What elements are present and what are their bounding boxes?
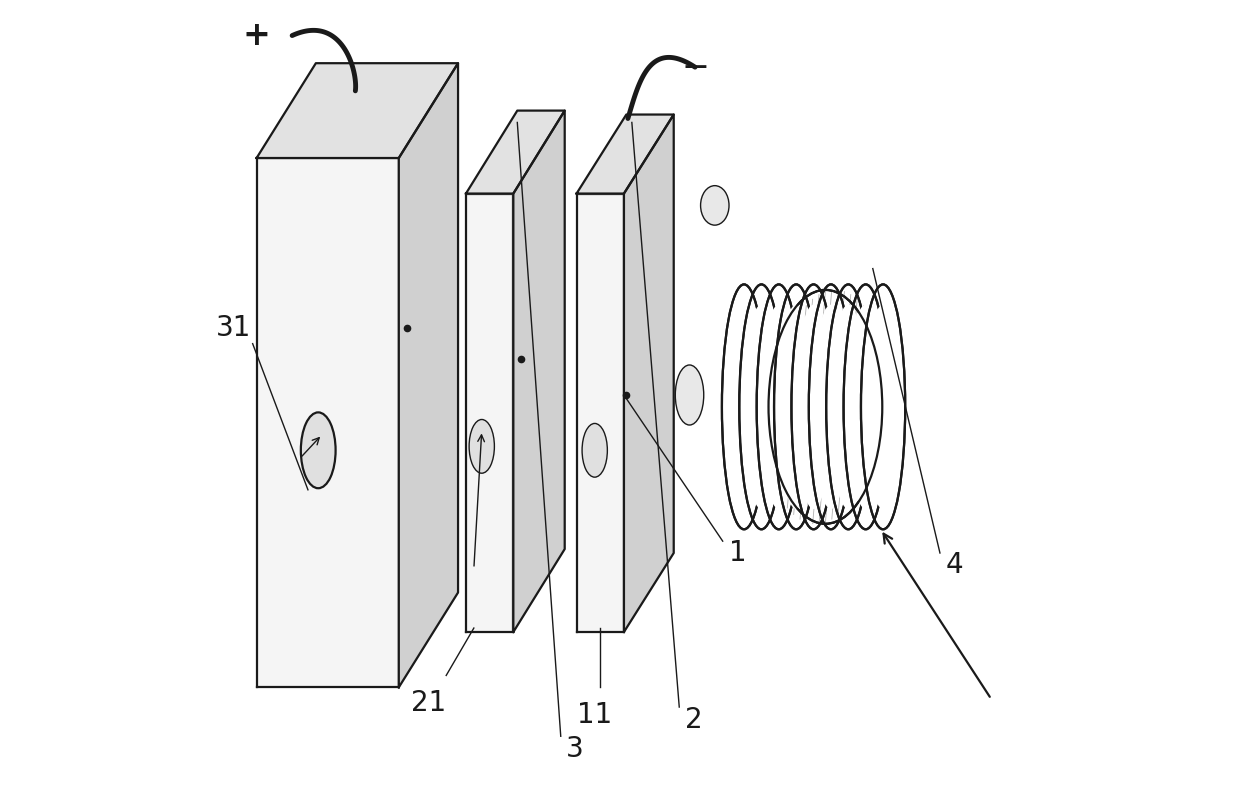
Polygon shape bbox=[466, 194, 513, 632]
Ellipse shape bbox=[760, 305, 797, 509]
Text: 2: 2 bbox=[684, 706, 702, 735]
Polygon shape bbox=[624, 115, 673, 632]
Polygon shape bbox=[257, 63, 458, 158]
Text: 31: 31 bbox=[216, 314, 250, 342]
Ellipse shape bbox=[725, 305, 763, 509]
Ellipse shape bbox=[777, 305, 815, 509]
Ellipse shape bbox=[469, 419, 495, 473]
Ellipse shape bbox=[582, 423, 608, 477]
Polygon shape bbox=[399, 63, 458, 687]
Polygon shape bbox=[577, 194, 624, 632]
Ellipse shape bbox=[848, 305, 884, 509]
Ellipse shape bbox=[676, 365, 704, 425]
Polygon shape bbox=[466, 111, 564, 194]
Ellipse shape bbox=[769, 290, 883, 524]
Ellipse shape bbox=[743, 305, 780, 509]
Text: 1: 1 bbox=[729, 539, 746, 567]
Text: +: + bbox=[243, 19, 270, 52]
Text: 11: 11 bbox=[577, 701, 611, 729]
Text: 3: 3 bbox=[567, 735, 584, 763]
Text: 21: 21 bbox=[410, 689, 446, 717]
Ellipse shape bbox=[795, 305, 832, 509]
Text: −: − bbox=[681, 51, 709, 84]
Polygon shape bbox=[257, 158, 399, 687]
Polygon shape bbox=[577, 115, 673, 194]
Polygon shape bbox=[513, 111, 564, 632]
Text: 4: 4 bbox=[945, 551, 963, 579]
Ellipse shape bbox=[866, 305, 901, 509]
Ellipse shape bbox=[812, 305, 849, 509]
Ellipse shape bbox=[301, 412, 336, 488]
Ellipse shape bbox=[830, 305, 867, 509]
Ellipse shape bbox=[701, 186, 729, 225]
